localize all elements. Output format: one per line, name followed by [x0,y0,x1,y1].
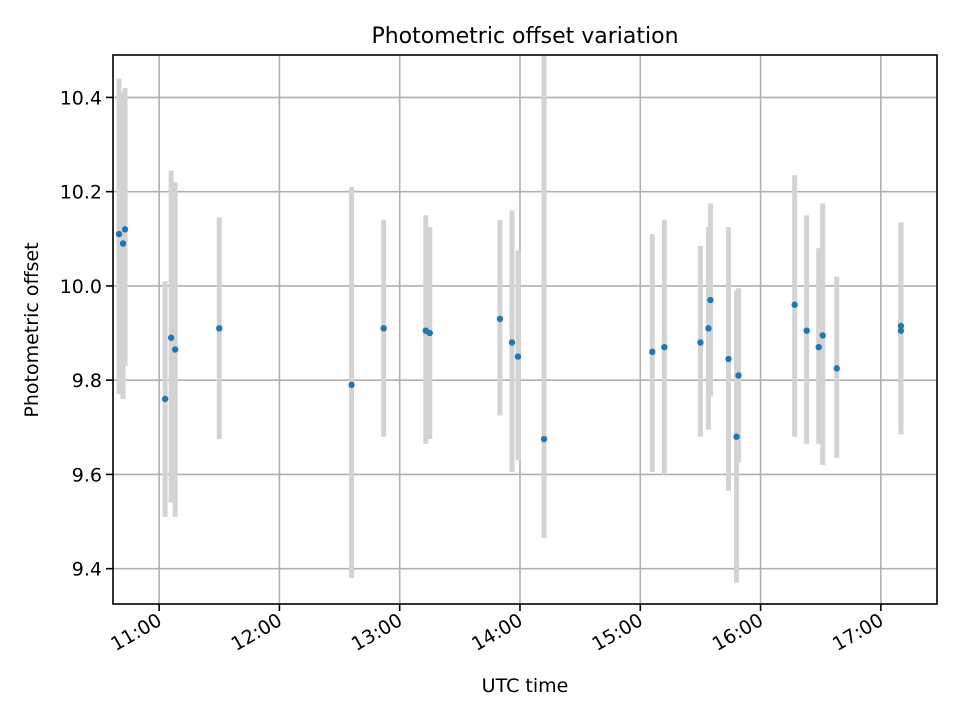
plot-frame [112,54,938,605]
x-tick-label: 14:00 [468,609,526,655]
data-point [707,296,714,304]
data-point [216,325,223,332]
data-point [833,365,840,372]
data-point [380,325,387,332]
data-point [167,334,175,341]
x-tick-label: 11:00 [107,609,165,655]
y-tick-label: 10.4 [60,87,102,109]
data-point [815,343,822,351]
data-point [171,346,179,353]
data-point [735,372,742,379]
data-point [697,339,704,346]
data-point [725,355,732,363]
data-point [348,381,355,389]
chart-title: Photometric offset variation [371,24,678,49]
y-axis: 9.4 9.6 9.8 10.0 10.2 10.4 [60,87,113,581]
x-tick-label: 12:00 [227,609,285,655]
data-point [508,339,516,346]
data-point [819,332,826,339]
x-axis: 11:00 12:00 13:00 14:00 15:00 16:00 17:00 [107,604,887,656]
y-tick-label: 9.4 [72,559,102,581]
data-point [803,327,810,334]
x-axis-label: UTC time [482,675,569,697]
data-point [426,329,433,337]
y-axis-label: Photometric offset [21,242,43,417]
y-tick-label: 9.8 [72,370,102,392]
data-point [661,343,668,351]
data-point [496,315,504,323]
y-tick-label: 10.0 [60,276,102,298]
data-point [897,322,905,330]
error-bars [116,55,904,583]
data-point [649,348,656,356]
x-tick-label: 13:00 [348,609,406,655]
y-tick-label: 9.6 [72,464,102,486]
data-points [115,226,905,443]
data-point [897,327,905,334]
y-tick-label: 10.2 [60,182,102,204]
data-point [121,226,129,233]
data-point [119,240,127,247]
x-tick-label: 17:00 [829,609,887,655]
data-point [733,433,740,440]
x-tick-label: 15:00 [588,609,646,655]
data-point [791,301,798,308]
data-point [514,353,522,360]
data-point [161,395,169,403]
data-point [705,325,712,332]
data-point [540,435,548,443]
data-point [115,230,123,238]
grid [113,55,937,604]
x-tick-label: 16:00 [709,609,767,655]
